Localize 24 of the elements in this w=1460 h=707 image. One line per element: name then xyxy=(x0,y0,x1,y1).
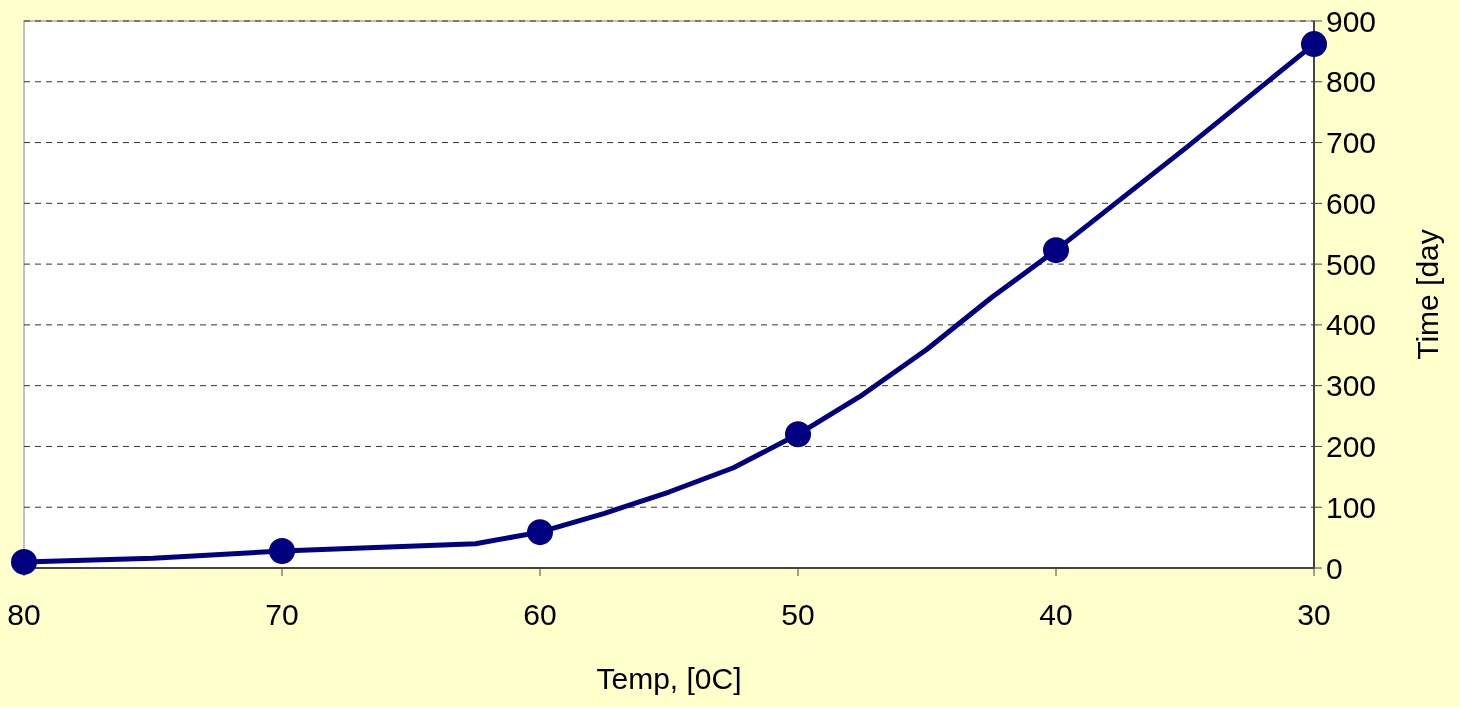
x-tick-label: 70 xyxy=(265,598,299,631)
y-tick-label: 700 xyxy=(1326,126,1377,160)
y-tick-label: 200 xyxy=(1326,429,1377,463)
x-tick-label: 60 xyxy=(523,598,557,631)
point xyxy=(11,548,37,575)
y-tick-label: 800 xyxy=(1326,65,1377,99)
y-tick-label: 400 xyxy=(1326,308,1377,342)
point xyxy=(1301,31,1327,58)
y-tick-label: 0 xyxy=(1326,551,1343,585)
y-tick-label: 500 xyxy=(1326,247,1377,281)
y-tick-label: 600 xyxy=(1326,186,1377,220)
x-tick-label: 80 xyxy=(7,598,41,631)
y-tick-label: 300 xyxy=(1326,369,1377,403)
point xyxy=(785,421,811,448)
x-axis-title: Temp, [0C] xyxy=(596,662,742,695)
point xyxy=(269,537,295,564)
point xyxy=(1043,237,1069,264)
x-tick-label: 40 xyxy=(1039,598,1073,631)
y-axis-title: Time [day xyxy=(1411,229,1444,360)
y-tick-label: 100 xyxy=(1326,490,1377,524)
x-tick-label: 50 xyxy=(781,598,815,631)
y-tick-label: 900 xyxy=(1326,4,1377,38)
point xyxy=(527,519,553,546)
x-tick-label: 30 xyxy=(1297,598,1331,631)
